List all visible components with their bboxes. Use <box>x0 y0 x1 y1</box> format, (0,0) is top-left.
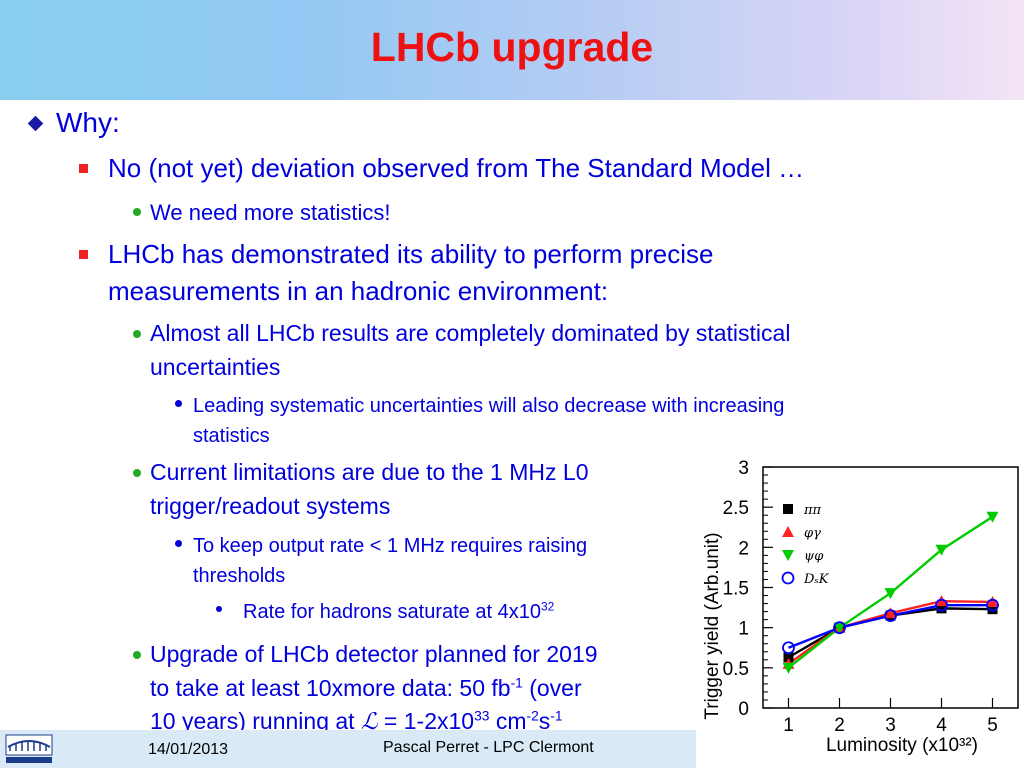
dot-bullet-icon <box>133 330 141 338</box>
footer-bar <box>0 730 700 768</box>
chart-legend-label: ππ <box>803 503 822 518</box>
chart-point <box>782 641 795 655</box>
chart-ytick-label: 2 <box>738 538 749 559</box>
chart-point <box>986 511 999 523</box>
bullet-dominated-line2: uncertainties <box>150 354 281 380</box>
bullet-demonstrated-line2: measurements in an hadronic environment: <box>108 276 609 306</box>
slide-title: LHCb upgrade <box>370 24 654 70</box>
bullet-demonstrated-line1: LHCb has demonstrated its ability to per… <box>108 239 714 269</box>
chart-point <box>833 621 846 635</box>
dot-bullet-icon <box>216 606 222 612</box>
chart-xtick-label: 2 <box>834 715 845 736</box>
dot-bullet-icon <box>133 651 141 659</box>
dot-bullet-icon <box>175 400 182 407</box>
bullet-upgrade-line1: Upgrade of LHCb detector planned for 201… <box>150 641 598 667</box>
chart-ytick-label: 2.5 <box>723 498 749 519</box>
chart-xtick-label: 4 <box>936 715 947 736</box>
dot-bullet-icon <box>133 208 141 216</box>
chart-xtick-label: 3 <box>885 715 896 736</box>
upgrade-line3-exponent-1: 33 <box>474 708 490 724</box>
upgrade-line3-text-c: cm <box>489 708 527 734</box>
chart-legend-marker <box>781 571 795 585</box>
bullet-upgrade-line3: 10 years) running at ℒ = 1-2x1033 cm-2s-… <box>150 703 563 741</box>
berkeley-lab-logo <box>2 727 64 767</box>
luminosity-symbol: ℒ <box>360 709 378 735</box>
bullet-limitations-line1: Current limitations are due to the 1 MHz… <box>150 459 589 485</box>
hadrons-rate-exponent: 32 <box>540 599 555 614</box>
bullet-limitations-line2: trigger/readout systems <box>150 493 391 519</box>
bullet-output-rate-line1: To keep output rate < 1 MHz requires rai… <box>193 535 588 557</box>
chart-xtick-label: 5 <box>987 715 998 736</box>
chart-xtick-label: 1 <box>783 715 794 736</box>
chart-point <box>783 652 794 663</box>
bullet-systematic-line1: Leading systematic uncertainties will al… <box>193 395 785 417</box>
footer-date: 14/01/2013 <box>148 741 229 758</box>
bullet-hadrons-rate: Rate for hadrons saturate at 4x1032 <box>243 597 554 627</box>
trigger-yield-chart-svg: 0 0.5 1 1.5 2 2.5 3 1 2 3 4 5 ππ φγ ψφ DₛK Trigger yie… <box>702 458 1019 756</box>
chart-point <box>936 603 947 614</box>
chart-frame <box>762 466 1019 709</box>
chart-point <box>935 598 948 612</box>
diamond-bullet-icon <box>27 115 44 132</box>
bullet-output-rate-line2: thresholds <box>193 565 286 587</box>
upgrade-line3-exponent-2: -2 <box>526 708 539 724</box>
chart-ytick-label: 1 <box>738 619 749 640</box>
chart-legend-marker <box>783 504 793 514</box>
title-bar <box>0 0 1024 100</box>
upgrade-line2-text-b: (over <box>522 675 582 701</box>
chart-point <box>884 609 897 623</box>
chart-legend-marker <box>782 526 794 537</box>
upgrade-line2-exponent: -1 <box>510 675 523 691</box>
chart-ytick-label: 3 <box>738 458 749 479</box>
upgrade-line3-exponent-3: -1 <box>550 708 563 724</box>
chart-ylabel: Trigger yield (Arb.unit) <box>702 532 723 719</box>
bullet-upgrade-line2: to take at least 10xmore data: 50 fb-1 (… <box>150 670 582 707</box>
dot-bullet-icon <box>133 469 141 477</box>
upgrade-line2-text-a: to take at least 10xmore data: 50 fb <box>150 675 511 701</box>
chart-xlabel: Luminosity (x10³²) <box>826 735 978 756</box>
chart-legend-label: DₛK <box>803 572 830 587</box>
upgrade-line3-text-d: s <box>538 708 551 734</box>
chart-point <box>986 595 999 607</box>
upgrade-line3-text-b: = 1-2x10 <box>377 708 475 734</box>
square-bullet-icon <box>79 164 88 173</box>
bullet-systematic-line2: statistics <box>193 425 270 447</box>
bullet-no-deviation: No (not yet) deviation observed from The… <box>108 153 805 183</box>
chart-point <box>935 595 948 607</box>
square-bullet-icon <box>79 250 88 259</box>
chart-legend-marker <box>782 550 794 561</box>
chart-point <box>935 544 948 556</box>
chart-legend-label: ψφ <box>804 549 824 564</box>
hadrons-rate-text: Rate for hadrons saturate at 4x10 <box>243 601 541 623</box>
bullet-dominated-line1: Almost all LHCb results are completely d… <box>150 320 791 346</box>
footer-author: Pascal Perret - LPC Clermont <box>383 739 594 756</box>
chart-ytick-label: 1.5 <box>723 579 749 600</box>
chart-legend-label: φγ <box>804 526 821 541</box>
chart-ytick-label: 0 <box>738 699 749 720</box>
chart-point <box>782 662 795 674</box>
upgrade-line3-text-a: 10 years) running at <box>150 708 361 734</box>
chart-point <box>884 588 897 600</box>
trigger-yield-chart: 0 0.5 1 1.5 2 2.5 3 1 2 3 4 5 ππ φγ ψφ DₛK Trigger yie… <box>696 453 1024 768</box>
chart-point <box>884 607 897 619</box>
chart-point <box>987 604 998 615</box>
dot-bullet-icon <box>175 540 182 547</box>
chart-ytick-label: 0.5 <box>723 659 749 680</box>
chart-point <box>833 622 846 634</box>
bullet-why: Why: <box>56 107 120 138</box>
chart-point <box>986 598 999 612</box>
bullet-more-stats: We need more statistics! <box>150 200 391 225</box>
